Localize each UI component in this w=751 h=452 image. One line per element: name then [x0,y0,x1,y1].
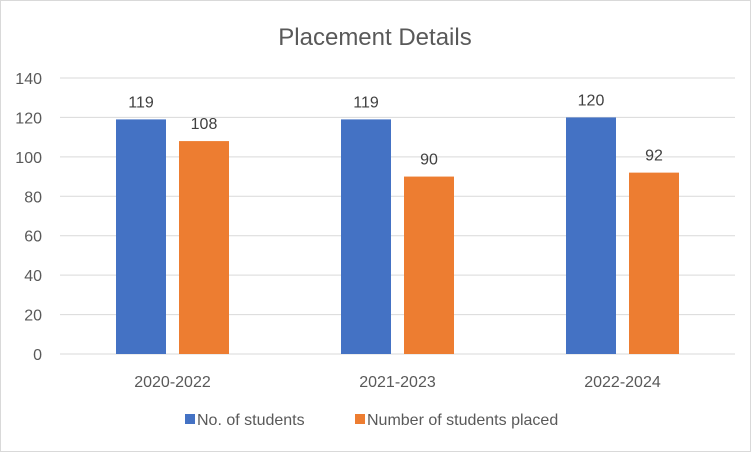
y-tick-label: 60 [24,229,42,246]
y-tick-label: 20 [24,308,42,325]
y-tick-label: 120 [15,110,42,127]
bar [404,176,454,354]
bar [116,119,166,355]
bar [629,172,679,354]
data-label: 92 [645,148,663,165]
data-label: 119 [128,94,154,111]
legend-label: No. of students [197,412,305,429]
y-tick-label: 100 [15,150,42,167]
y-tick-label: 40 [24,268,42,285]
bar [179,141,229,354]
data-label: 120 [578,92,605,109]
data-label: 108 [191,116,218,133]
data-label: 90 [420,152,438,169]
y-tick-label: 80 [24,189,42,206]
y-tick-label: 140 [15,71,42,88]
x-tick-label: 2021-2023 [359,374,436,391]
x-tick-label: 2020-2022 [134,374,211,391]
bar [566,117,616,354]
data-label: 119 [353,94,379,111]
bar [341,119,391,355]
legend-swatch [185,414,195,424]
x-tick-label: 2022-2024 [584,374,661,391]
legend-swatch [355,414,365,424]
y-tick-label: 0 [33,347,42,364]
legend-label: Number of students placed [367,412,558,429]
chart-title: Placement Details [278,24,471,51]
